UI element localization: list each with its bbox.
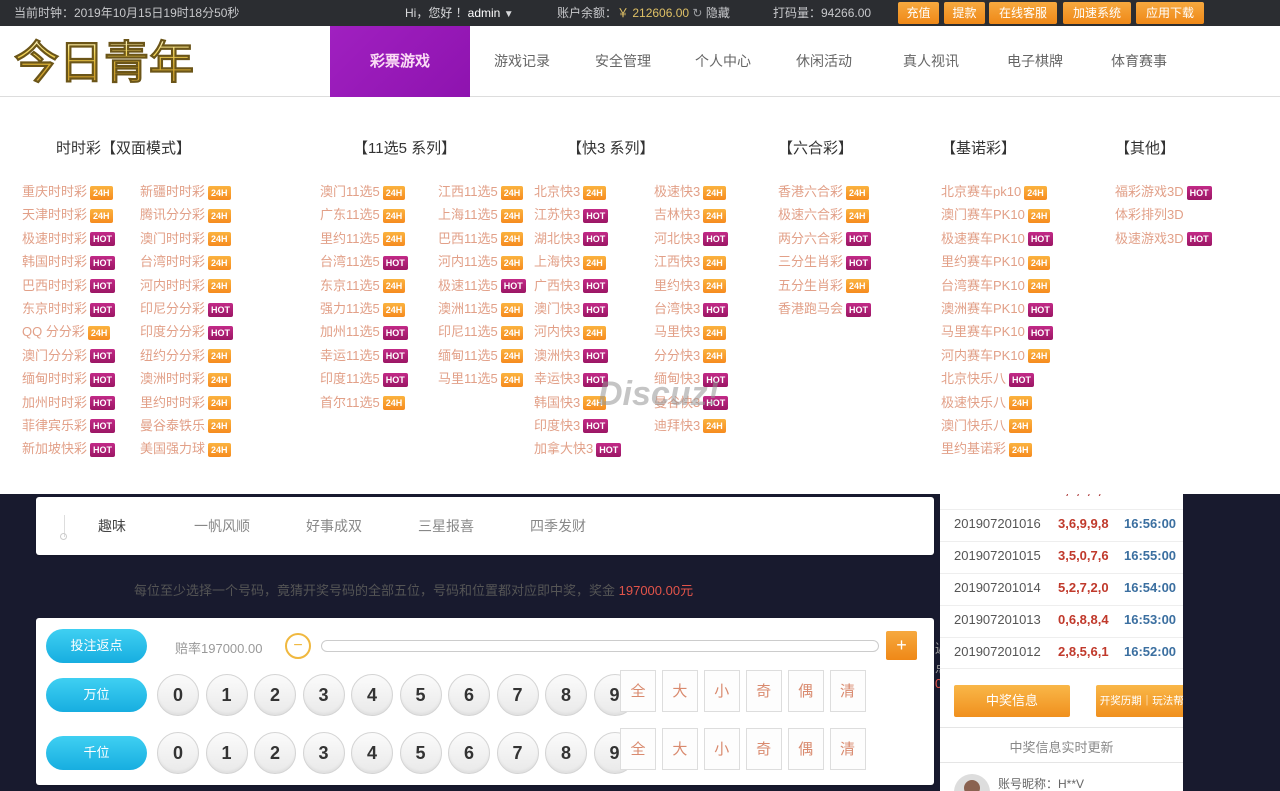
svg-text:今日青年: 今日青年 [14,37,194,88]
